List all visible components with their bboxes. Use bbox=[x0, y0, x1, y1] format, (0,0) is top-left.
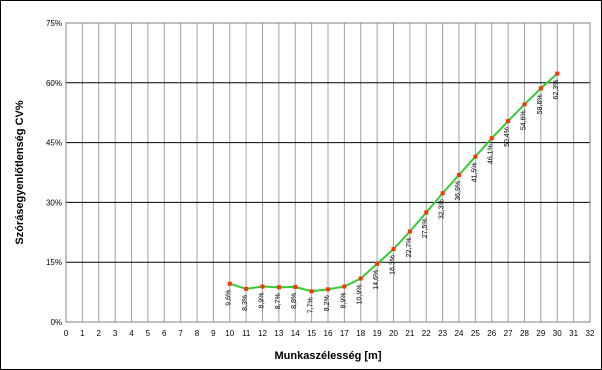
data-label: 18,3% bbox=[390, 255, 397, 275]
y-tick-label: 30% bbox=[46, 198, 62, 207]
x-tick-label: 19 bbox=[373, 329, 382, 338]
x-tick-label: 20 bbox=[389, 329, 398, 338]
x-tick-label: 24 bbox=[455, 329, 464, 338]
data-point bbox=[309, 289, 314, 294]
data-label: 9,6% bbox=[226, 290, 233, 306]
x-tick-label: 7 bbox=[178, 329, 183, 338]
x-tick-label: 28 bbox=[520, 329, 529, 338]
data-point bbox=[424, 210, 429, 215]
x-tick-label: 1 bbox=[80, 329, 85, 338]
x-tick-label: 3 bbox=[113, 329, 118, 338]
plot-area-border bbox=[65, 22, 591, 323]
data-point bbox=[457, 172, 461, 177]
data-point bbox=[293, 284, 298, 289]
data-label: 58,6% bbox=[537, 94, 544, 114]
x-tick-label: 21 bbox=[405, 329, 414, 338]
x-tick-label: 18 bbox=[356, 329, 365, 338]
x-tick-label: 9 bbox=[211, 329, 216, 338]
x-tick-label: 11 bbox=[242, 329, 251, 338]
x-tick-label: 4 bbox=[129, 329, 134, 338]
data-point bbox=[342, 284, 347, 289]
data-point bbox=[358, 276, 363, 281]
x-tick-label: 29 bbox=[536, 329, 545, 338]
data-label: 36,9% bbox=[455, 181, 462, 201]
series-markers bbox=[227, 71, 560, 294]
x-tick-label: 25 bbox=[471, 329, 480, 338]
x-tick-label: 0 bbox=[64, 329, 69, 338]
x-tick-label: 13 bbox=[274, 329, 283, 338]
data-point bbox=[407, 229, 412, 234]
x-tick-label: 26 bbox=[487, 329, 496, 338]
data-point bbox=[538, 86, 543, 91]
data-label: 54,6% bbox=[521, 110, 528, 130]
y-tick-label: 60% bbox=[46, 79, 62, 88]
y-axis-title: Szórásegyenlőtlenség CV% bbox=[14, 100, 26, 244]
data-labels: 9,6% 8,3% 8,9% 8,7% 8,8% 7,7% 8,2% 8,9% 10,9% 14,… bbox=[226, 80, 561, 314]
data-point bbox=[244, 286, 249, 291]
data-point bbox=[326, 287, 330, 292]
y-axis-tick-labels: 0% 15% 30% 45% 60% 75% bbox=[46, 19, 62, 327]
x-tick-label: 32 bbox=[586, 329, 595, 338]
data-point bbox=[506, 119, 511, 124]
x-tick-label: 10 bbox=[225, 329, 234, 338]
x-axis-tick-labels: 0 1 2 3 4 5 6 7 8 9 10 11 12 13 14 15 16 17 18 19 20 21 22 23 24… bbox=[64, 329, 595, 338]
data-label: 8,2% bbox=[324, 295, 331, 311]
data-point bbox=[260, 284, 265, 289]
data-point bbox=[522, 102, 527, 107]
x-tick-label: 8 bbox=[195, 329, 200, 338]
data-label: 8,8% bbox=[291, 293, 298, 309]
y-tick-label: 0% bbox=[50, 318, 62, 327]
x-axis-title: Munkaszélesség [m] bbox=[275, 350, 382, 362]
data-label: 46,1% bbox=[488, 144, 495, 164]
data-label: 8,9% bbox=[340, 293, 347, 309]
data-label: 7,7% bbox=[308, 297, 315, 313]
x-tick-label: 22 bbox=[422, 329, 431, 338]
x-tick-label: 16 bbox=[324, 329, 333, 338]
x-tick-label: 17 bbox=[340, 329, 349, 338]
vertical-gridlines bbox=[65, 23, 591, 322]
data-label: 22,7% bbox=[406, 238, 413, 258]
x-tick-label: 15 bbox=[307, 329, 316, 338]
data-point bbox=[440, 191, 445, 196]
data-label: 8,3% bbox=[242, 295, 249, 311]
data-point bbox=[375, 261, 380, 266]
data-label: 27,5% bbox=[422, 218, 429, 238]
x-tick-label: 31 bbox=[569, 329, 578, 338]
y-tick-label: 45% bbox=[46, 139, 62, 148]
x-tick-label: 12 bbox=[258, 329, 267, 338]
data-point bbox=[489, 136, 494, 141]
data-label: 8,9% bbox=[259, 293, 266, 309]
x-tick-label: 30 bbox=[553, 329, 562, 338]
data-label: 32,3% bbox=[439, 199, 446, 219]
data-label: 14,6% bbox=[373, 270, 380, 290]
x-tick-label: 27 bbox=[504, 329, 513, 338]
x-tick-label: 5 bbox=[146, 329, 151, 338]
data-label: 10,9% bbox=[357, 285, 364, 305]
data-point bbox=[473, 154, 478, 159]
data-label: 62,3% bbox=[553, 80, 560, 100]
data-label: 50,4% bbox=[504, 127, 511, 147]
data-point bbox=[276, 285, 281, 290]
y-tick-label: 15% bbox=[46, 258, 62, 267]
data-point bbox=[227, 281, 232, 286]
x-tick-label: 23 bbox=[438, 329, 447, 338]
data-point bbox=[555, 71, 560, 76]
y-tick-label: 75% bbox=[46, 19, 62, 28]
x-tick-label: 6 bbox=[162, 329, 167, 338]
data-label: 41,5% bbox=[471, 163, 478, 183]
x-tick-label: 2 bbox=[97, 329, 102, 338]
data-label: 8,7% bbox=[275, 293, 282, 309]
data-point bbox=[391, 247, 396, 252]
x-tick-label: 14 bbox=[291, 329, 300, 338]
